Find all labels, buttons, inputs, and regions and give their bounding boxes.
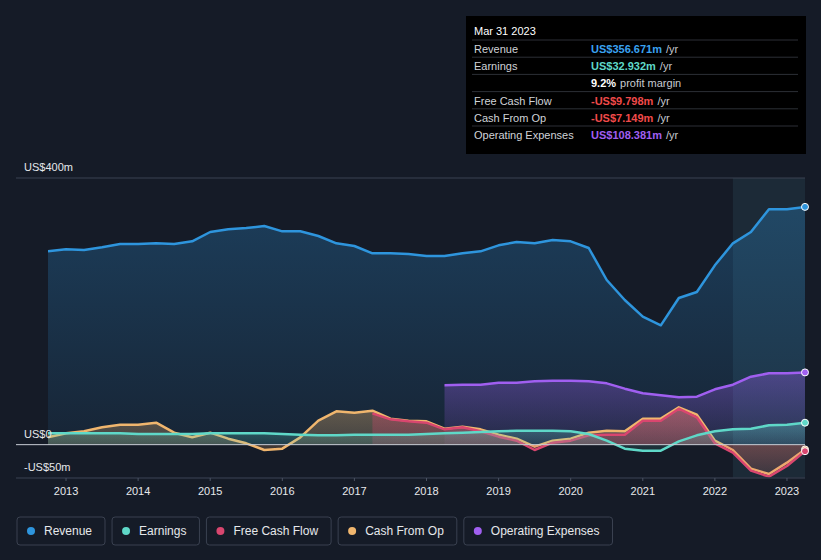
end-dot [802,448,809,455]
tooltip-value: 9.2% profit margin [591,77,681,89]
y-tick-label: US$0 [24,428,52,440]
legend-box[interactable] [338,517,457,545]
x-tick-label: 2020 [558,485,582,497]
tooltip-value: US$108.381m/yr [591,129,679,141]
x-tick-label: 2016 [270,485,294,497]
x-tick-label: 2015 [198,485,222,497]
tooltip-value: -US$7.149m/yr [591,112,670,124]
x-tick-label: 2019 [486,485,510,497]
legend-label: Revenue [44,524,92,538]
tooltip-label: Operating Expenses [474,129,574,141]
series-line [48,207,805,325]
end-dot [802,203,809,210]
legend-box[interactable] [17,517,105,545]
tooltip-value: US$356.671m/yr [591,43,679,55]
grid-line [16,478,805,479]
x-axis: 2013 2014 2015 2016 2017 2018 2019 2020 2021 2022… [54,478,799,497]
tooltip-suffix: /yr [657,112,670,124]
tooltip-separator [472,74,798,75]
y-tick-label: -US$50m [24,461,70,473]
x-tick-label: 2018 [414,485,438,497]
series-line [48,423,805,451]
tooltip-value-text: -US$9.798m [591,95,654,107]
x-tick [426,478,427,481]
tooltip-separator [472,40,798,41]
legend-label: Earnings [139,524,186,538]
series-line [445,372,805,397]
tooltip-suffix: /yr [660,60,673,72]
legend-swatch [27,527,35,535]
series-area [48,207,805,445]
legend-swatch [122,527,130,535]
x-tick-label: 2014 [126,485,150,497]
tooltip-separator [472,57,798,58]
end-dot [802,419,809,426]
legend-box[interactable] [206,517,331,545]
tooltip-value-text: US$356.671m [591,43,662,55]
tooltip-separator [472,91,798,92]
background [0,0,821,560]
grid-line [16,444,805,445]
legend-box[interactable] [464,517,613,545]
legend-swatch [474,527,482,535]
tooltip-value-text: US$108.381m [591,129,662,141]
x-tick [714,478,715,481]
x-tick [570,478,571,481]
x-tick-label: 2023 [775,485,799,497]
tooltip-value-text: 9.2% [591,77,616,89]
tooltip-separator [472,108,798,109]
x-tick [354,478,355,481]
tooltip-label: Earnings [474,60,518,72]
series-area [48,423,805,451]
tooltip-suffix: /yr [666,129,679,141]
x-tick [498,478,499,481]
tooltip: Mar 31 2023 Revenue US$356.671m/yr Earnings… [466,16,806,154]
x-tick [282,478,283,481]
tooltip-label: Cash From Op [474,112,546,124]
x-tick-label: 2022 [703,485,727,497]
x-tick [210,478,211,481]
legend: Revenue Earnings Free Cash Flow Cash From O… [17,517,613,545]
tooltip-title: Mar 31 2023 [474,25,536,37]
x-tick [66,478,67,481]
legend-label: Cash From Op [365,524,444,538]
chart: -US$50mUS$0US$400m2013201420152016201720… [0,0,821,560]
tooltip-suffix: /yr [666,43,679,55]
x-tick-label: 2021 [631,485,655,497]
legend-swatch [216,527,224,535]
end-dot [802,369,809,376]
tooltip-suffix: /yr [657,95,670,107]
legend-label: Free Cash Flow [233,524,318,538]
tooltip-value-text: US$32.932m [591,60,656,72]
tooltip-value: -US$9.798m/yr [591,95,670,107]
y-tick-label: US$400m [24,161,73,173]
legend-box[interactable] [112,517,199,545]
grid-line [16,178,805,179]
tooltip-value: US$32.932m/yr [591,60,672,72]
tooltip-label: Free Cash Flow [474,95,552,107]
x-tick [642,478,643,481]
tooltip-separator [472,126,798,127]
x-tick-label: 2013 [54,485,78,497]
tooltip-value-text: -US$7.149m [591,112,654,124]
x-tick [786,478,787,481]
legend-label: Operating Expenses [491,524,600,538]
x-tick-label: 2017 [342,485,366,497]
x-tick [138,478,139,481]
plot-area [48,178,805,478]
tooltip-box [466,16,806,154]
y-axis: -US$50m US$0 US$400m [16,161,805,478]
tooltip-suffix: profit margin [620,77,681,89]
tooltip-label: Revenue [474,43,518,55]
legend-swatch [348,527,356,535]
